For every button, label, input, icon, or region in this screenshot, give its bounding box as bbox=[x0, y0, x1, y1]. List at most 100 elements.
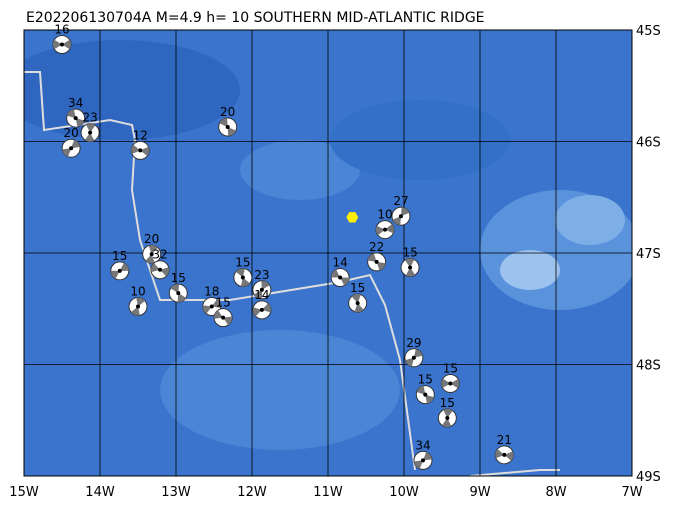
y-tick-label: 46S bbox=[636, 136, 661, 151]
focal-mechanism bbox=[110, 261, 130, 281]
focal-mechanism bbox=[252, 280, 272, 300]
depth-label: 15 bbox=[112, 249, 127, 263]
depth-label: 29 bbox=[406, 336, 421, 350]
depth-label: 34 bbox=[415, 438, 430, 452]
focal-mechanism bbox=[233, 268, 253, 288]
x-tick-label: 7W bbox=[621, 485, 642, 500]
focal-mechanism bbox=[252, 300, 272, 320]
focal-mechanism bbox=[494, 445, 514, 465]
epicenter bbox=[346, 212, 359, 223]
depth-label: 23 bbox=[82, 111, 97, 125]
p-axis bbox=[73, 116, 78, 121]
depth-label: 15 bbox=[418, 373, 433, 387]
focal-mechanism bbox=[168, 283, 188, 303]
x-tick-label: 13W bbox=[161, 485, 191, 500]
compression bbox=[405, 258, 416, 277]
x-tick-label: 9W bbox=[469, 485, 490, 500]
compression bbox=[235, 268, 250, 287]
depth-label: 20 bbox=[220, 105, 235, 119]
p-axis bbox=[421, 458, 425, 463]
p-axis bbox=[69, 146, 74, 151]
y-tick-label: 48S bbox=[636, 359, 661, 374]
compression bbox=[170, 284, 186, 303]
depth-label: 15 bbox=[443, 361, 458, 375]
focal-mechanism bbox=[415, 385, 435, 405]
focal-mechanism bbox=[130, 140, 150, 160]
compression bbox=[367, 253, 386, 271]
compression bbox=[414, 452, 432, 469]
focal-mechanism bbox=[400, 257, 420, 277]
p-axis bbox=[136, 304, 140, 309]
compression bbox=[495, 449, 514, 461]
x-tick-label: 11W bbox=[313, 485, 343, 500]
focal-mechanism bbox=[142, 244, 162, 264]
depth-label: 18 bbox=[204, 285, 219, 299]
p-axis bbox=[240, 275, 245, 280]
p-axis bbox=[88, 130, 93, 135]
depth-label: 32 bbox=[152, 248, 167, 262]
compression bbox=[219, 118, 236, 136]
depth-label: 10 bbox=[377, 208, 392, 222]
x-tick-label: 14W bbox=[85, 485, 115, 500]
compression bbox=[145, 245, 158, 264]
focal-mechanism bbox=[330, 268, 350, 288]
focal-mechanism bbox=[66, 108, 86, 128]
x-tick-label: 8W bbox=[545, 485, 566, 500]
depth-label: 21 bbox=[497, 433, 512, 447]
focal-mechanism bbox=[367, 252, 387, 272]
p-axis bbox=[176, 291, 181, 296]
p-axis bbox=[225, 125, 230, 130]
x-tick-label: 12W bbox=[237, 485, 267, 500]
compression bbox=[254, 280, 270, 299]
focal-mechanism bbox=[202, 297, 222, 317]
p-axis bbox=[259, 307, 264, 312]
p-axis bbox=[502, 452, 507, 457]
p-axis bbox=[60, 42, 64, 47]
focal-mechanism bbox=[80, 123, 100, 143]
compression bbox=[376, 224, 394, 236]
focal-mechanism bbox=[375, 220, 395, 240]
depth-label: 16 bbox=[54, 22, 69, 36]
y-tick-label: 45S bbox=[636, 24, 661, 39]
focal-mechanism bbox=[391, 206, 411, 226]
p-axis bbox=[383, 227, 387, 232]
depth-label: 34 bbox=[68, 96, 83, 110]
p-axis bbox=[149, 252, 154, 257]
p-axis bbox=[445, 416, 450, 421]
focal-mechanism bbox=[440, 373, 460, 393]
p-axis bbox=[448, 381, 453, 386]
x-tick-label: 10W bbox=[389, 485, 419, 500]
depth-label: 14 bbox=[333, 256, 348, 270]
p-axis bbox=[408, 265, 413, 270]
compression bbox=[442, 409, 453, 428]
focal-mechanism bbox=[150, 260, 170, 280]
focal-mechanism bbox=[61, 138, 81, 158]
depth-label: 15 bbox=[235, 256, 250, 270]
depth-label: 15 bbox=[402, 245, 417, 259]
depth-label: 15 bbox=[215, 296, 230, 310]
p-axis bbox=[138, 148, 143, 153]
depth-label: 20 bbox=[144, 232, 159, 246]
title: E202206130704A M=4.9 h= 10 SOUTHERN MID-… bbox=[26, 10, 485, 26]
depth-label: 27 bbox=[393, 194, 408, 208]
depth-label: 20 bbox=[63, 126, 78, 140]
p-axis bbox=[338, 275, 343, 280]
compression bbox=[392, 207, 410, 226]
p-axis bbox=[209, 304, 214, 309]
p-axis bbox=[259, 287, 264, 292]
p-axis bbox=[355, 301, 360, 306]
focal-mechanism bbox=[218, 117, 238, 137]
compression bbox=[202, 299, 221, 314]
focal-mechanism bbox=[128, 297, 148, 317]
depth-label: 12 bbox=[133, 128, 148, 142]
depth-label: 14 bbox=[254, 288, 269, 302]
compression bbox=[52, 39, 72, 50]
depth-label: 22 bbox=[369, 240, 384, 254]
compression bbox=[110, 262, 129, 279]
depth-label: 15 bbox=[350, 281, 365, 295]
depth-label: 15 bbox=[171, 271, 186, 285]
depth-label: 23 bbox=[254, 268, 269, 282]
focal-mechanism bbox=[213, 308, 233, 328]
compression bbox=[351, 294, 364, 313]
focal-mechanism bbox=[437, 408, 457, 428]
